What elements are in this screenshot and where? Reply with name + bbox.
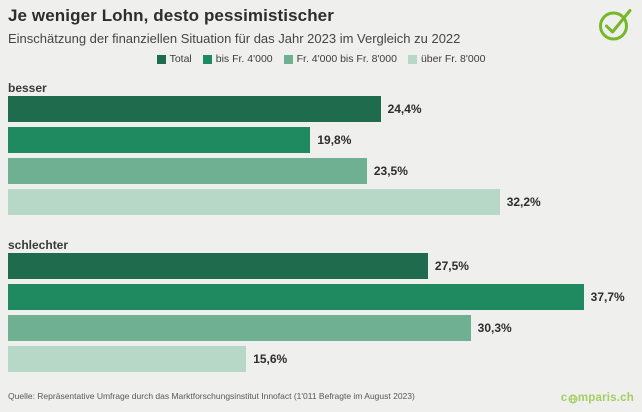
bar-value-label: 27,5% xyxy=(434,259,469,273)
legend-item-3: über Fr. 8'000 xyxy=(407,53,486,65)
legend-swatch-icon xyxy=(202,54,212,64)
globe-icon xyxy=(568,393,578,404)
bar-value-label: 19,8% xyxy=(317,133,352,147)
bar xyxy=(8,284,584,310)
bar xyxy=(8,346,247,372)
bar-group-schlechter: schlechter 27,5% 37,7% 30,3% 15,6% xyxy=(8,239,634,372)
bar-value-label: 15,6% xyxy=(253,352,288,366)
source-note: Quelle: Repräsentative Umfrage durch das… xyxy=(8,391,415,401)
bar-value-label: 24,4% xyxy=(387,102,422,116)
legend-label: Total xyxy=(169,53,192,65)
bar-group-besser: besser 24,4% 19,8% 23,5% 32,2% xyxy=(8,82,634,215)
bar-row: 24,4% xyxy=(8,96,634,122)
group-label: besser xyxy=(8,81,47,95)
check-circle-icon xyxy=(599,9,632,41)
legend-item-0: Total xyxy=(156,53,192,65)
bar xyxy=(8,189,500,215)
legend-label: über Fr. 8'000 xyxy=(420,53,486,65)
legend-label: Fr. 4'000 bis Fr. 8'000 xyxy=(296,53,397,65)
bar-value-label: 30,3% xyxy=(477,321,512,335)
legend-label: bis Fr. 4'000 xyxy=(215,53,273,65)
bar-chart: besser 24,4% 19,8% 23,5% 32,2% schlechter 27,5… xyxy=(8,82,634,377)
bar xyxy=(8,253,428,279)
bar-value-label: 37,7% xyxy=(590,290,625,304)
bar-row: 23,5% xyxy=(8,158,634,184)
chart-legend: Total bis Fr. 4'000 Fr. 4'000 bis Fr. 8'00… xyxy=(0,53,642,65)
logo-text-suffix: mparis.ch xyxy=(577,392,634,404)
legend-swatch-icon xyxy=(407,54,417,64)
bar-row: 32,2% xyxy=(8,189,634,215)
bar xyxy=(8,158,367,184)
comparis-logo: c mparis.ch xyxy=(561,392,634,404)
bar xyxy=(8,315,471,341)
bar-row: 37,7% xyxy=(8,284,634,310)
page-subtitle: Einschätzung der finanziellen Situation … xyxy=(8,31,461,46)
logo-text-prefix: c xyxy=(560,392,568,404)
bar-value-label: 23,5% xyxy=(373,164,408,178)
bar xyxy=(8,96,381,122)
bar-row: 19,8% xyxy=(8,127,634,153)
group-label: schlechter xyxy=(8,238,69,252)
legend-item-1: bis Fr. 4'000 xyxy=(202,53,273,65)
bar xyxy=(8,127,311,153)
page-title: Je weniger Lohn, desto pessimistischer xyxy=(8,6,334,25)
legend-item-2: Fr. 4'000 bis Fr. 8'000 xyxy=(283,53,397,65)
bar-value-label: 32,2% xyxy=(506,195,541,209)
bar-row: 30,3% xyxy=(8,315,634,341)
bar-row: 15,6% xyxy=(8,346,634,372)
legend-swatch-icon xyxy=(283,54,293,64)
bar-row: 27,5% xyxy=(8,253,634,279)
legend-swatch-icon xyxy=(156,54,166,64)
